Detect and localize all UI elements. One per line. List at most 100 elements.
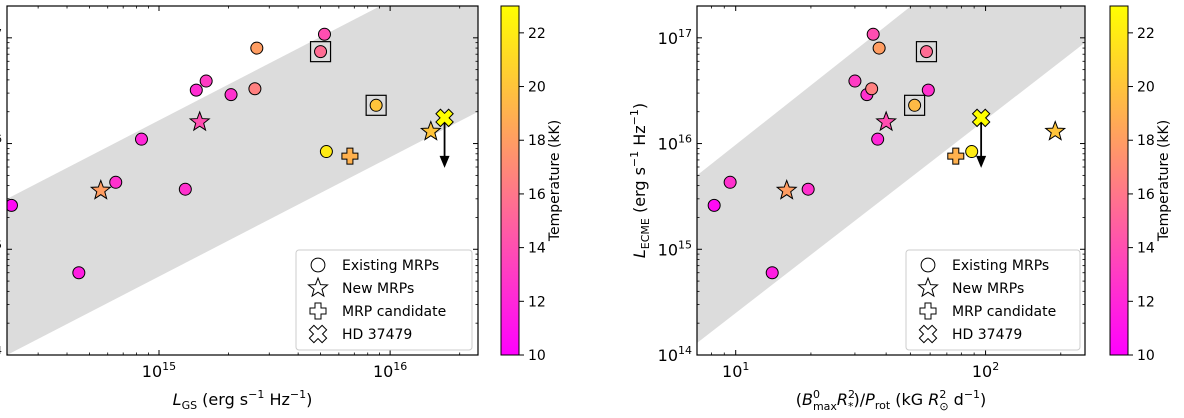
x-tick-label: 1016: [373, 360, 407, 381]
colorbar: 10 12 14 16 18 20 22 Temperature (kK): [500, 5, 563, 364]
x-axis-label: (B0 maxR2 *)/Prot (kG R2 ⊙ d−1): [796, 388, 987, 413]
data-point-x: [435, 108, 454, 128]
legend: Existing MRPs New MRPs MRP candidate HD 374…: [905, 249, 1081, 351]
y-tick-label: 1017: [658, 27, 692, 48]
legend-marker-star: [917, 276, 939, 298]
colorbar-tick-label: 18: [528, 133, 546, 149]
data-points: [707, 27, 1067, 280]
legend-marker-star: [307, 276, 329, 298]
data-point-circle: [134, 132, 148, 146]
legend-marker-circle: [920, 257, 936, 273]
data-point-circle: [872, 41, 886, 55]
colorbar-tick-label: 20: [528, 80, 546, 96]
x-tick-label: 102: [972, 360, 999, 381]
data-point-circle: [707, 198, 721, 212]
data-point-circle: [865, 82, 879, 96]
y-tick-label: 1015: [0, 238, 2, 259]
y-axis-label: LECME (erg s−1 Hz−1): [628, 103, 652, 258]
legend-label: Existing MRPs: [342, 258, 439, 274]
legend-label: MRP candidate: [342, 304, 446, 320]
data-point-circle: [319, 145, 333, 159]
colorbar-tick-label: 14: [1137, 241, 1155, 257]
data-point-circle: [178, 182, 192, 196]
y-tick-label: 1015: [658, 238, 692, 259]
data-point-circle: [848, 74, 862, 88]
x-tick-label: 1015: [142, 360, 176, 381]
data-point-circle: [72, 266, 86, 280]
data-point-circle: [7, 198, 18, 212]
data-point-star: [419, 120, 442, 141]
y-tick-label: 1016: [658, 133, 692, 154]
data-point-plus: [947, 147, 965, 165]
highlight-box: [915, 41, 938, 63]
legend-marker-circle: [310, 257, 326, 273]
highlight-box: [904, 94, 926, 116]
upper-limit-arrowhead: [976, 155, 987, 168]
data-point-circle: [189, 83, 203, 97]
data-point-circle: [921, 83, 935, 97]
colorbar-tick-label: 22: [1137, 26, 1155, 42]
data-point-star: [89, 179, 112, 200]
data-point-star: [188, 110, 211, 132]
y-tick-label: 1014: [0, 344, 2, 365]
x-tick-label: 101: [722, 360, 749, 381]
y-tick-label: 1016: [0, 133, 2, 154]
x-axis-label: LGS (erg s−1 Hz−1): [173, 388, 313, 412]
legend-label: Existing MRPs: [952, 258, 1049, 274]
colorbar-tick-label: 22: [528, 26, 546, 42]
colorbar-tick-label: 16: [1137, 187, 1155, 203]
colorbar-tick-label: 20: [1137, 80, 1155, 96]
data-point-circle: [866, 27, 880, 41]
legend-marker-plus: [309, 302, 327, 320]
data-point-circle: [250, 41, 264, 55]
colorbar-label: Temperature (kK): [1156, 120, 1172, 242]
legend-label: HD 37479: [952, 327, 1022, 343]
colorbar-tick-label: 16: [528, 187, 546, 203]
colorbar-tick-label: 10: [528, 348, 546, 364]
data-point-star: [775, 179, 798, 200]
legend-label: MRP candidate: [952, 304, 1056, 320]
highlight-box: [365, 94, 387, 116]
left-scatter-panel: 101510161014101510161017LECME (erg s−1 H…: [0, 5, 563, 412]
axes-frame: [6, 5, 479, 356]
legend-marker-plus: [919, 302, 937, 320]
colorbar-tick-label: 10: [1137, 348, 1155, 364]
upper-limit-arrowhead: [439, 155, 450, 168]
data-point-circle: [919, 45, 933, 59]
colorbar-tick-label: 12: [1137, 294, 1155, 310]
legend-label: New MRPs: [342, 281, 414, 297]
shaded-band: [7, 6, 478, 355]
colorbar: 10 12 14 16 18 20 22 Temperature (kK): [1109, 5, 1172, 364]
data-points: [7, 27, 454, 280]
shaded-band: [697, 6, 1085, 343]
data-point-x: [971, 108, 991, 128]
data-point-circle: [317, 27, 331, 41]
data-point-circle: [369, 98, 383, 112]
axes-frame: [696, 5, 1086, 356]
data-point-plus: [341, 147, 359, 165]
data-point-star: [1044, 120, 1067, 141]
colorbar-tick-label: 18: [1137, 133, 1155, 149]
legend-label: HD 37479: [342, 327, 412, 343]
data-point-circle: [965, 145, 979, 159]
legend-marker-x: [918, 324, 938, 344]
data-point-circle: [908, 98, 922, 112]
y-tick-label: 1014: [658, 344, 692, 365]
data-point-circle: [801, 182, 815, 196]
colorbar-tick-label: 14: [528, 241, 546, 257]
data-point-circle: [871, 132, 885, 146]
data-point-circle: [248, 82, 262, 96]
legend-label: New MRPs: [952, 281, 1024, 297]
legend-marker-x: [308, 324, 328, 344]
colorbar-tick-label: 12: [528, 294, 546, 310]
data-point-circle: [314, 45, 328, 59]
data-point-star: [875, 110, 898, 132]
colorbar-label: Temperature (kK): [547, 120, 563, 242]
data-point-circle: [224, 88, 238, 102]
data-point-circle: [109, 175, 123, 189]
legend: Existing MRPs New MRPs MRP candidate HD 374…: [295, 249, 473, 351]
y-tick-label: 1017: [0, 27, 2, 48]
data-point-circle: [199, 74, 213, 88]
